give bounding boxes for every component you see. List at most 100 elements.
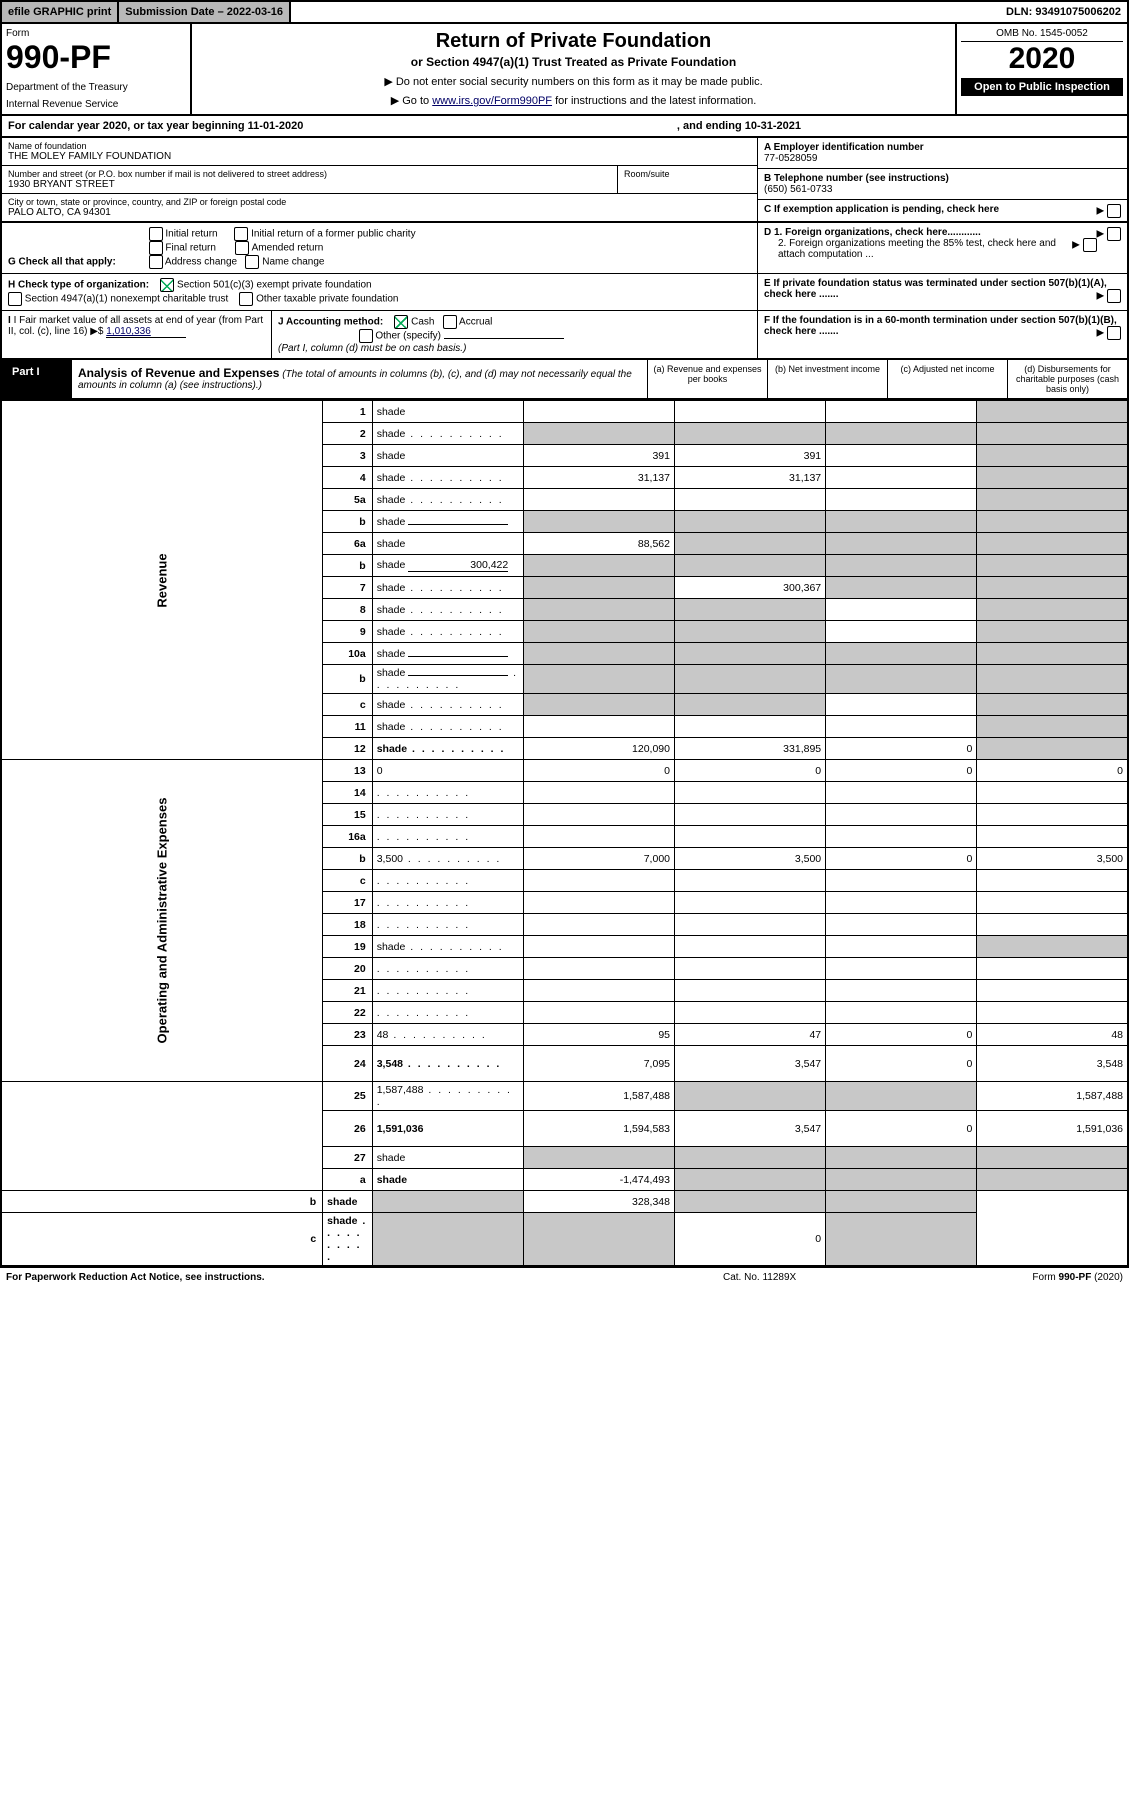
cell-c: [826, 980, 977, 1002]
row-number: c: [323, 694, 373, 716]
c-checkbox[interactable]: [1107, 204, 1121, 218]
row-number: 10a: [323, 643, 373, 665]
g-check-address[interactable]: [149, 255, 163, 269]
g-check-initial[interactable]: [149, 227, 163, 241]
row-number: b: [1, 1191, 323, 1213]
cell-d: [977, 511, 1128, 533]
cell-c: [826, 467, 977, 489]
row-number: 20: [323, 958, 373, 980]
cell-a: [523, 958, 674, 980]
h-opt-3: Other taxable private foundation: [256, 294, 398, 305]
omb-number: OMB No. 1545-0052: [961, 28, 1123, 42]
cell-c: [826, 936, 977, 958]
cell-b: [675, 1002, 826, 1024]
row-number: b: [323, 555, 373, 577]
cell-c: 0: [826, 738, 977, 760]
row-desc: shade: [372, 577, 523, 599]
cell-c: 0: [826, 1024, 977, 1046]
cell-d: [977, 782, 1128, 804]
g-opt-5: Name change: [262, 257, 324, 268]
cell-d: [977, 665, 1128, 694]
cell-a: [523, 489, 674, 511]
main-table: Revenue1shade2shade3shade3913914shade31,…: [0, 400, 1129, 1267]
cell-c: [826, 643, 977, 665]
cell-c: [826, 1169, 977, 1191]
g-check-initial-former[interactable]: [234, 227, 248, 241]
j-other-check[interactable]: [359, 329, 373, 343]
cell-d: [977, 1002, 1128, 1024]
cell-d: [977, 577, 1128, 599]
row-number: 3: [323, 445, 373, 467]
f-checkbox[interactable]: [1107, 326, 1121, 340]
g-opt-1: Final return: [165, 243, 216, 254]
h-check-501c3[interactable]: [160, 278, 174, 292]
g-row: G Check all that apply: Initial return I…: [0, 223, 1129, 274]
ein-label: A Employer identification number: [764, 142, 924, 153]
summary-section: [1, 1082, 323, 1191]
cell-d: [977, 621, 1128, 643]
cell-c: [826, 914, 977, 936]
cy-end: , and ending 10-31-2021: [677, 120, 801, 132]
d1-checkbox[interactable]: [1107, 227, 1121, 241]
row-desc: 1,587,488: [372, 1082, 523, 1111]
cell-d: [977, 958, 1128, 980]
row-desc: shade: [372, 423, 523, 445]
e-checkbox[interactable]: [1107, 289, 1121, 303]
cell-d: [826, 1213, 977, 1267]
cy-begin: For calendar year 2020, or tax year begi…: [8, 120, 677, 132]
cell-a: 95: [523, 1024, 674, 1046]
phone-label: B Telephone number (see instructions): [764, 173, 949, 184]
cell-d: [977, 643, 1128, 665]
cell-b: 3,500: [675, 848, 826, 870]
cell-c: [675, 1191, 826, 1213]
cell-a: [523, 694, 674, 716]
h-row: H Check type of organization: Section 50…: [0, 274, 1129, 311]
form-link[interactable]: www.irs.gov/Form990PF: [432, 95, 552, 107]
cell-a: [523, 826, 674, 848]
cell-b: 31,137: [675, 467, 826, 489]
cell-b: [675, 804, 826, 826]
cell-a: [523, 511, 674, 533]
inst-2: ▶ Go to www.irs.gov/Form990PF for instru…: [198, 94, 949, 107]
cell-a: [523, 892, 674, 914]
col-b: (b) Net investment income: [767, 360, 887, 398]
row-number: c: [323, 870, 373, 892]
h-opt-1: Section 501(c)(3) exempt private foundat…: [177, 280, 372, 291]
i-value[interactable]: 1,010,336: [106, 326, 186, 338]
row-number: b: [323, 665, 373, 694]
row-number: 9: [323, 621, 373, 643]
row-number: 24: [323, 1046, 373, 1082]
j-cash-check[interactable]: [394, 315, 408, 329]
cell-a: 7,000: [523, 848, 674, 870]
ein-value: 77-0528059: [764, 153, 817, 164]
h-check-other[interactable]: [239, 292, 253, 306]
d2-checkbox[interactable]: [1083, 238, 1097, 252]
row-desc: shade: [372, 533, 523, 555]
foundation-addr: 1930 BRYANT STREET: [8, 179, 611, 190]
j-note: (Part I, column (d) must be on cash basi…: [278, 343, 466, 354]
cell-d: 48: [977, 1024, 1128, 1046]
h-check-4947[interactable]: [8, 292, 22, 306]
row-number: 12: [323, 738, 373, 760]
cell-b: [675, 826, 826, 848]
table-row: Revenue1shade: [1, 401, 1128, 423]
cell-a: 1,587,488: [523, 1082, 674, 1111]
row-desc: shade: [372, 599, 523, 621]
row-number: 11: [323, 716, 373, 738]
efile-label[interactable]: efile GRAPHIC print: [2, 2, 119, 22]
cell-c: [826, 804, 977, 826]
part1-desc: Analysis of Revenue and Expenses (The to…: [72, 360, 647, 398]
phone-value: (650) 561-0733: [764, 184, 832, 195]
g-check-amended[interactable]: [235, 241, 249, 255]
j-accrual-check[interactable]: [443, 315, 457, 329]
cell-d: [977, 445, 1128, 467]
g-check-final[interactable]: [149, 241, 163, 255]
g-check-name[interactable]: [245, 255, 259, 269]
cell-d: [977, 401, 1128, 423]
cell-c: [826, 665, 977, 694]
row-number: 4: [323, 467, 373, 489]
row-number: 8: [323, 599, 373, 621]
cell-b: [675, 643, 826, 665]
city-label: City or town, state or province, country…: [8, 197, 751, 207]
cell-c: [826, 870, 977, 892]
